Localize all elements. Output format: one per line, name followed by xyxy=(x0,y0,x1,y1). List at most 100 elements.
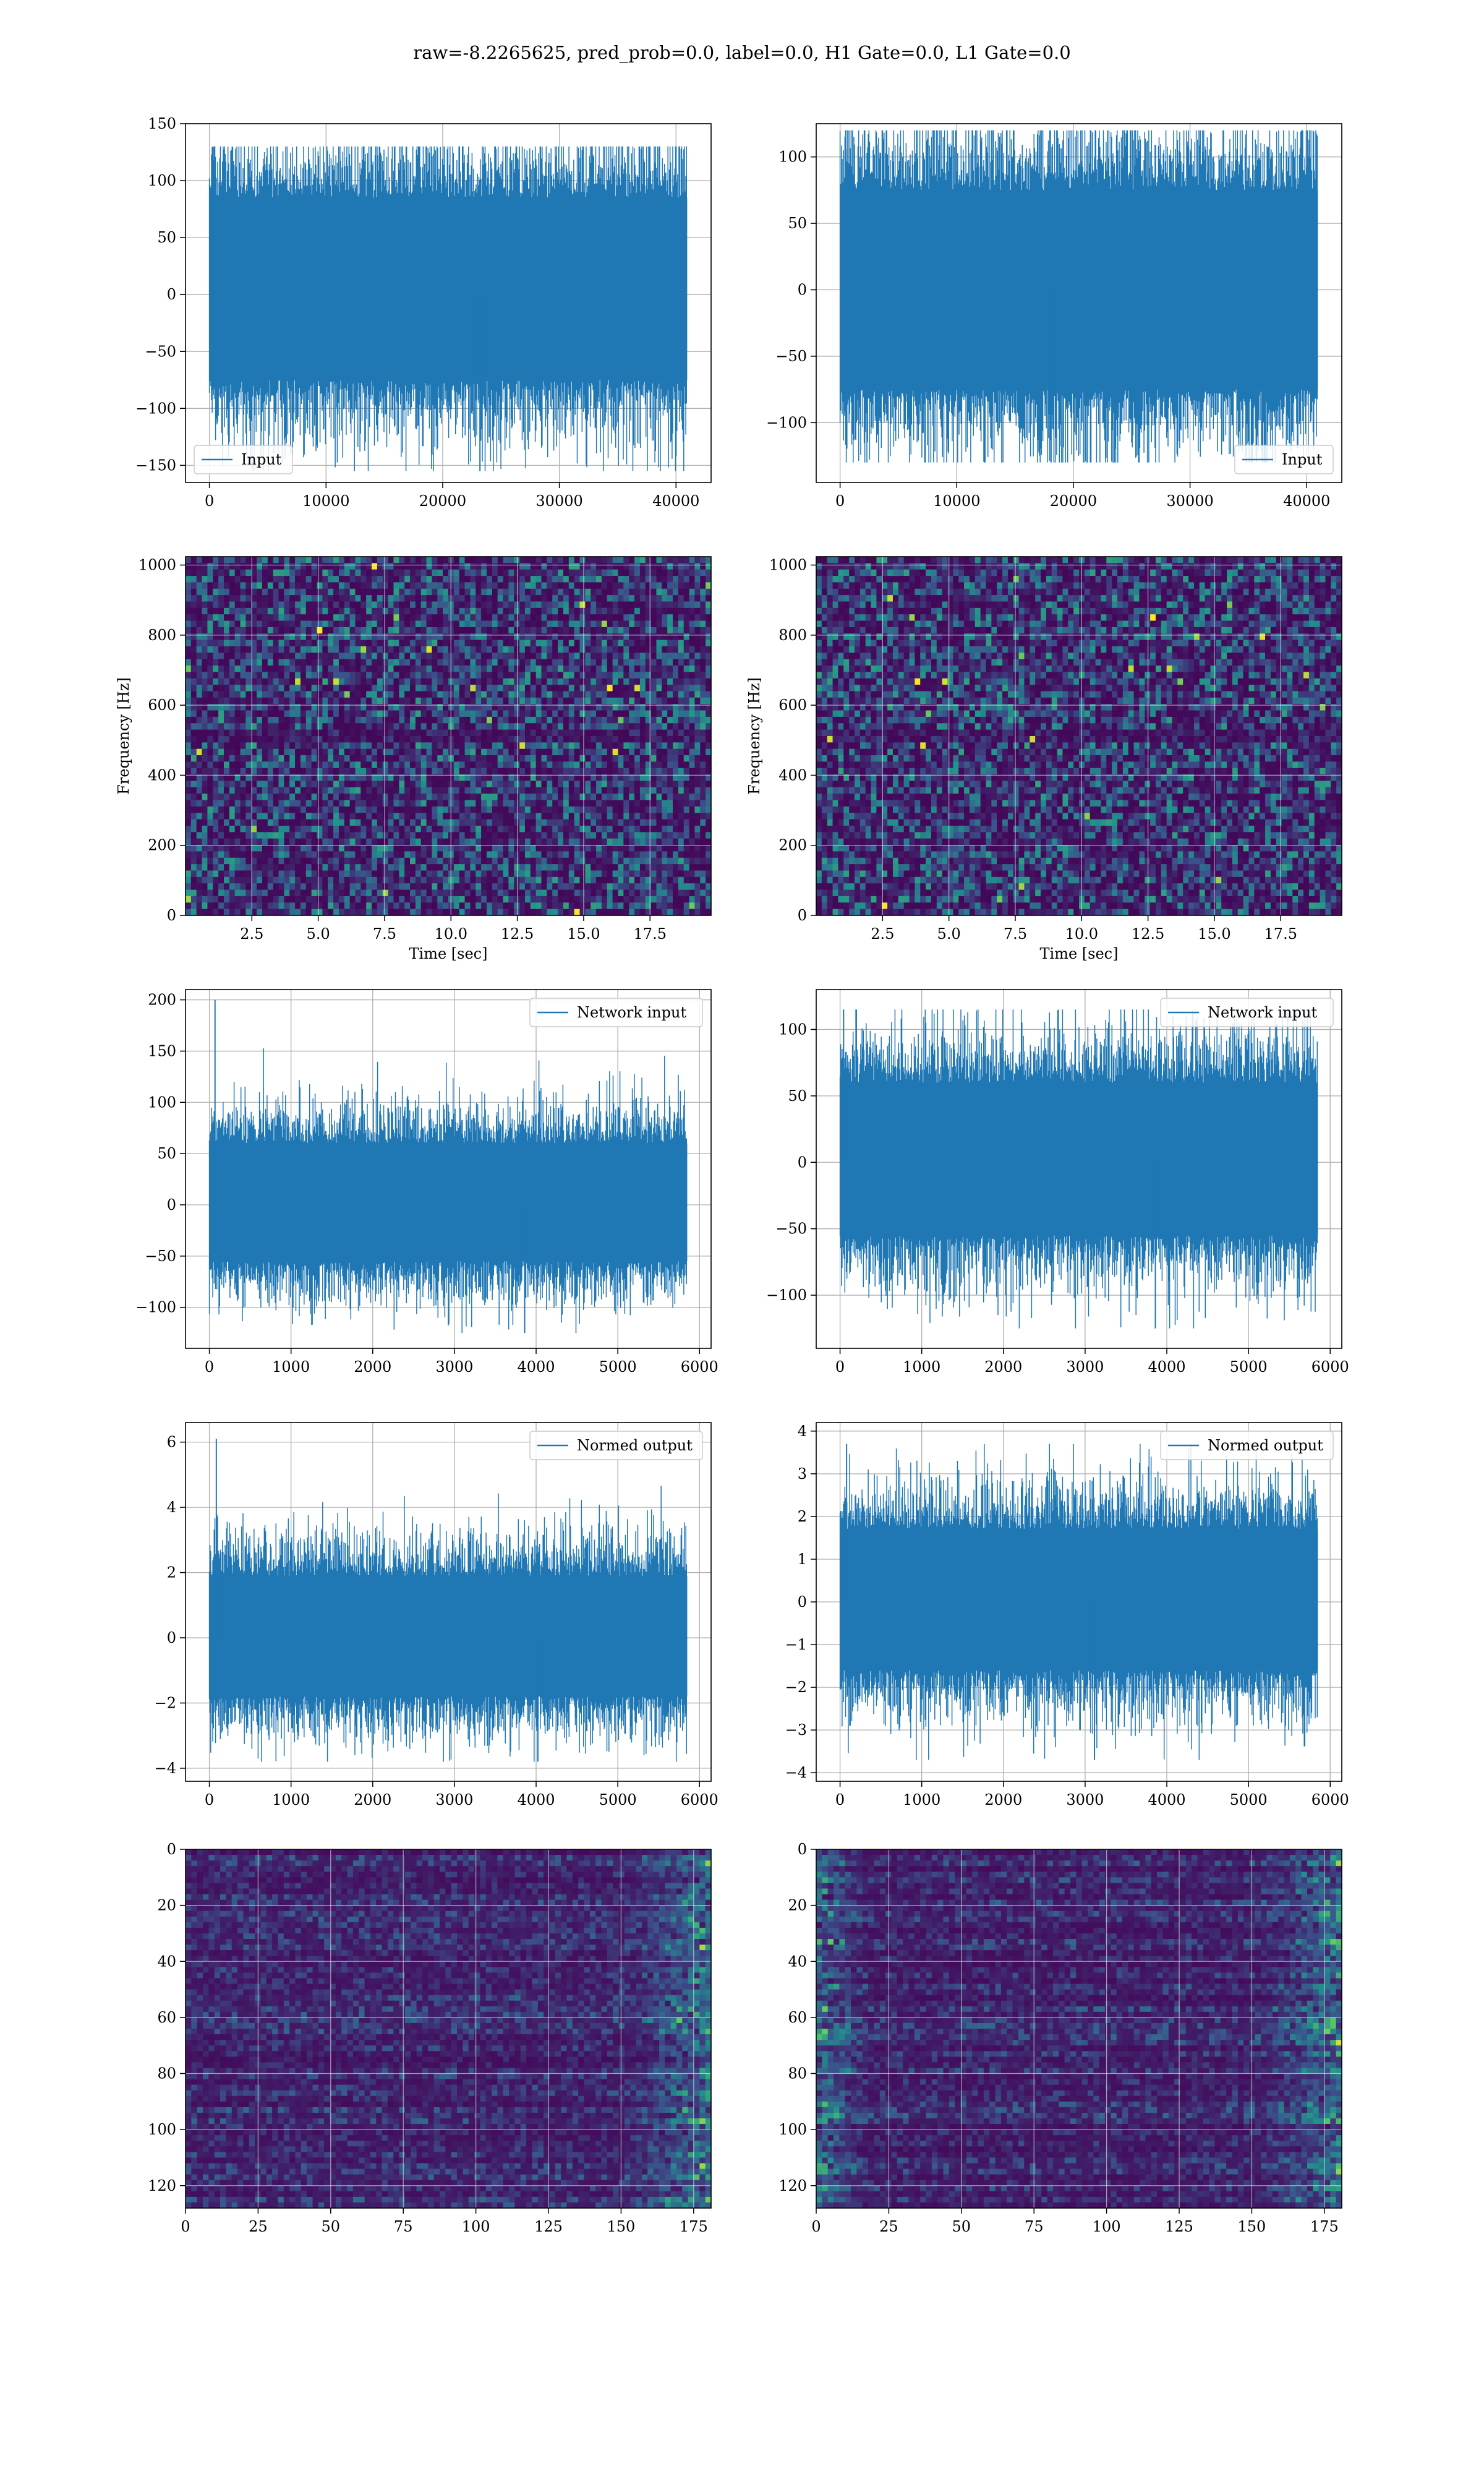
y-tick-label: 100 xyxy=(778,148,807,166)
subplot-2-2: 2.5 5.0 7.5 10.0 12.5 15.0 17.5 0 200 400 600 800 10… xyxy=(746,556,1342,962)
y-tick-label: 200 xyxy=(148,837,176,854)
x-tick-label: 5.0 xyxy=(937,925,961,943)
legend-label: Input xyxy=(241,451,282,468)
x-tick-label: 7.5 xyxy=(1004,925,1027,943)
x-tick-label: 1000 xyxy=(272,1358,310,1376)
x-tick-label: 100 xyxy=(1093,2218,1121,2235)
y-tick-label: 1000 xyxy=(769,557,807,574)
y-tick-label: 0 xyxy=(798,281,807,299)
x-tick-label: 0 xyxy=(835,1791,845,1808)
axes-frame xyxy=(185,1422,712,1782)
series-spikes xyxy=(839,130,1318,463)
series-line-input xyxy=(839,130,1318,463)
x-tick-label: 4000 xyxy=(517,1791,555,1808)
x-tick-label: 15.0 xyxy=(567,925,600,943)
y-tick-label: 50 xyxy=(788,1087,807,1105)
y-tick-label: 100 xyxy=(148,2121,176,2138)
legend-frame xyxy=(194,445,293,474)
legend-label: Network input xyxy=(1208,1004,1317,1021)
x-tick-label: 0 xyxy=(835,492,845,510)
x-tick-label: 1000 xyxy=(903,1791,940,1808)
legend-frame xyxy=(1160,1431,1334,1460)
y-tick-label: 800 xyxy=(148,627,176,644)
y-tick-label: 600 xyxy=(778,696,807,714)
y-tick-label: −2 xyxy=(155,1694,176,1711)
y-axis-label: Frequency [Hz] xyxy=(746,677,763,795)
x-tick-label: 3000 xyxy=(1066,1791,1104,1808)
x-tick-label: 3000 xyxy=(1066,1358,1104,1376)
x-tick-label: 12.5 xyxy=(501,925,534,943)
x-tick-label: 20000 xyxy=(1050,492,1097,510)
x-tick-label: 10.0 xyxy=(1065,925,1098,943)
x-tick-label: 6000 xyxy=(1311,1358,1349,1376)
legend-label: Normed output xyxy=(577,1437,693,1454)
y-tick-label: 60 xyxy=(788,2009,807,2026)
y-tick-label: 100 xyxy=(148,1094,176,1111)
x-tick-label: 10000 xyxy=(933,492,980,510)
x-tick-label: 10000 xyxy=(302,492,349,510)
y-tick-label: 50 xyxy=(788,215,807,232)
y-tick-label: 40 xyxy=(157,1953,176,1970)
x-tick-label: 0 xyxy=(205,492,214,510)
x-tick-label: 2000 xyxy=(984,1358,1022,1376)
subplot-1-2: Input 0 10000 20000 30000 40000 −100 −50 0 50 100 xyxy=(766,123,1342,510)
y-tick-label: 50 xyxy=(157,1145,176,1162)
series-line-normed-output xyxy=(208,1439,688,1762)
x-tick-label: 2.5 xyxy=(871,925,894,943)
y-tick-label: 600 xyxy=(148,696,176,714)
y-tick-label: 2 xyxy=(167,1564,176,1582)
y-tick-label: 1000 xyxy=(139,557,176,574)
y-tick-label: 100 xyxy=(778,1021,807,1038)
x-tick-label: 3000 xyxy=(435,1358,473,1376)
x-tick-label: 4000 xyxy=(517,1358,555,1376)
y-tick-label: −100 xyxy=(766,414,807,431)
y-tick-label: −150 xyxy=(135,456,176,474)
series-line-network-input xyxy=(208,999,688,1333)
x-tick-label: 12.5 xyxy=(1132,925,1164,943)
y-tick-label: 80 xyxy=(157,2065,176,2082)
y-tick-label: −50 xyxy=(145,343,176,360)
subplot-1-1: Input 0 10000 20000 30000 40000 −150 −100 −50 0 50… xyxy=(135,115,712,510)
x-tick-label: 5000 xyxy=(1230,1791,1268,1808)
y-tick-label: −50 xyxy=(775,348,807,365)
y-tick-label: −3 xyxy=(785,1721,807,1739)
legend-frame xyxy=(1160,998,1334,1027)
x-tick-label: 30000 xyxy=(535,492,582,510)
x-tick-label: 6000 xyxy=(1311,1791,1349,1808)
heatmap-cells xyxy=(186,557,711,915)
x-tick-label: 2000 xyxy=(984,1791,1022,1808)
y-tick-label: −100 xyxy=(135,400,176,417)
axes-frame xyxy=(185,1849,712,2209)
y-tick-label: −1 xyxy=(785,1636,807,1653)
axes-frame xyxy=(185,556,712,916)
x-tick-label: 40000 xyxy=(1283,492,1330,510)
legend: Normed output xyxy=(1160,1431,1334,1460)
series-spikes xyxy=(208,1048,688,1333)
series-spikes xyxy=(208,146,688,471)
subplot-5-1: 0 25 50 75 100 125 150 175 0 20 40 60 80 100 120 xyxy=(148,1841,712,2235)
x-tick-label: 2000 xyxy=(354,1791,391,1808)
x-tick-label: 40000 xyxy=(652,492,699,510)
y-tick-label: 0 xyxy=(798,1154,807,1171)
x-tick-label: 1000 xyxy=(903,1358,940,1376)
x-tick-label: 4000 xyxy=(1148,1358,1185,1376)
y-tick-label: 0 xyxy=(167,1196,176,1213)
x-tick-label: 6000 xyxy=(681,1358,719,1376)
y-tick-label: 150 xyxy=(148,115,176,132)
series-spikes xyxy=(839,1444,1318,1760)
y-tick-label: 200 xyxy=(148,991,176,1009)
y-tick-label: 20 xyxy=(788,1897,807,1914)
y-tick-label: 50 xyxy=(157,229,176,246)
y-tick-label: −100 xyxy=(135,1299,176,1316)
x-tick-label: 1000 xyxy=(272,1791,310,1808)
x-tick-label: 2.5 xyxy=(240,925,263,943)
y-tick-label: 3 xyxy=(798,1465,807,1483)
x-tick-label: 5000 xyxy=(599,1358,637,1376)
axes-frame xyxy=(185,989,712,1349)
y-tick-label: −100 xyxy=(766,1286,807,1304)
y-tick-label: 2 xyxy=(798,1508,807,1525)
legend: Input xyxy=(194,445,293,474)
